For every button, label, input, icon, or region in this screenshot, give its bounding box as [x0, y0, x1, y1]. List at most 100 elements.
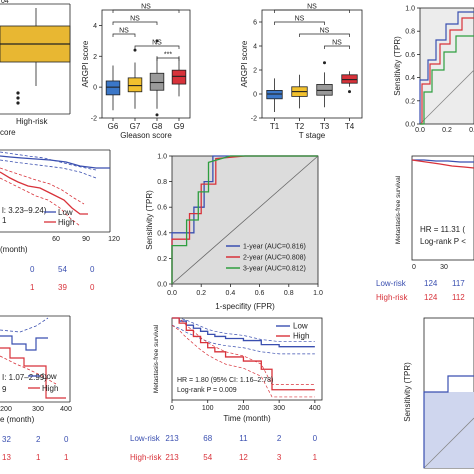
x-tick-label: T1: [270, 122, 280, 131]
risk-high-cell: 1: [30, 283, 35, 292]
km-ci-low-lower: [0, 159, 97, 179]
risk-high-cell: 12: [239, 453, 248, 462]
km-curve-high: [172, 317, 315, 391]
significance-bracket: [112, 33, 136, 37]
significance-label: NS: [130, 16, 140, 23]
y-tick-label: 0.6: [157, 205, 167, 212]
risk-high-cell: 112: [452, 293, 465, 302]
legend-label: 3-year (AUC=0.812): [243, 266, 306, 273]
x-tick-label: 100: [202, 405, 214, 412]
panel-d-roc-partial: Sensitivity (TPR) 0.0 0.2 0.4 0.6 0.8 1.0 0.0 0…: [393, 6, 474, 134]
diagonal-reference: [423, 417, 474, 469]
risk-row-label-low: Low-risk: [376, 279, 407, 288]
title-fragment: 04: [1, 0, 9, 5]
annotation-fragment: 1: [2, 216, 7, 225]
risk-high-cell: 13: [2, 453, 11, 462]
risk-high-cell: 0: [90, 283, 95, 292]
x-tick-label: 400: [309, 405, 321, 412]
km-ci-low-upper: [0, 151, 97, 171]
legend-label: 1-year (AUC=0.816): [243, 244, 306, 251]
significance-label: ***: [164, 52, 172, 59]
km-ci-low: [0, 317, 49, 333]
x-axis-label: T stage: [299, 131, 326, 140]
x-tick-label: 0.0: [167, 290, 177, 297]
box-g6: [105, 80, 121, 96]
auc-area-fill: [424, 392, 474, 468]
y-tick-label: -2: [91, 116, 97, 123]
y-tick-label: 0.2: [157, 256, 167, 263]
plot-frame: [411, 155, 474, 261]
roc-curve-1-year: [171, 155, 318, 284]
box-g8: [149, 72, 165, 91]
risk-low-cell: 0: [90, 265, 95, 274]
km-ci-high-lower: [0, 177, 81, 227]
risk-high-cell: 213: [165, 453, 179, 462]
y-tick-label: 6: [253, 20, 257, 27]
y-tick-label: 2: [93, 54, 97, 61]
panel-a: 04 High-risk core: [0, 0, 71, 137]
significance-bracket: [274, 9, 350, 13]
x-tick-label: 0: [412, 264, 416, 271]
x-tick-label: 0.2: [442, 127, 452, 134]
significance-label: NS: [152, 40, 162, 47]
roc-curve-2-year: [171, 155, 318, 284]
significance-label: NS: [119, 28, 129, 35]
y-axis-label: ARGPI score: [240, 40, 249, 87]
risk-high-cell: 1: [313, 453, 318, 462]
panel-g-km-partial: Metastasis-free survival HR = 11.31 ( Lo…: [376, 155, 474, 302]
y-axis-label: Metastasis-free survival: [395, 175, 402, 244]
plot-frame: [419, 7, 474, 125]
significance-bracket: [156, 57, 180, 61]
risk-low-cell: 2: [277, 434, 282, 443]
roc-curve-red: [420, 17, 474, 125]
x-tick-label: 200: [0, 406, 12, 413]
km-ci-low-lower: [171, 324, 315, 355]
x-axis-label: Time (month): [223, 414, 271, 423]
y-tick-label: 1.0: [157, 154, 167, 161]
y-tick-label: 0.8: [157, 179, 167, 186]
roc-curve: [423, 375, 474, 468]
risk-low-cell: 32: [2, 435, 11, 444]
significance-label: NS: [320, 28, 330, 35]
panel-j-roc-partial: Sensitivity (TPR): [403, 317, 474, 469]
x-tick-label: G7: [130, 122, 141, 131]
diagonal-reference: [171, 155, 319, 285]
x-tick-label: 300: [273, 405, 285, 412]
km-curve-low: [412, 159, 474, 163]
risk-low-cell: 213: [165, 434, 179, 443]
y-tick-label: 4: [253, 44, 257, 51]
roc-curve-green: [420, 35, 474, 125]
risk-low-cell: 0: [313, 434, 318, 443]
risk-low-cell: 117: [452, 279, 465, 288]
panel-f-roc: Sensitivity (TPR) 1-specifity (FPR) 0.0 0…: [145, 154, 323, 312]
panel-e-km-partial: l: 3.23–9.24) 1 Low High 60 90 120 (mont…: [0, 149, 120, 292]
km-ci-high-lower: [171, 324, 315, 398]
annotation-logrank: Log-rank P = 0.009: [177, 387, 237, 394]
x-tick-label: 30: [440, 264, 448, 271]
roc-curve-blue: [419, 11, 474, 124]
y-tick-label: 0.0: [157, 282, 167, 289]
x-tick-label: 0.4: [226, 290, 236, 297]
x-tick-label: 300: [32, 406, 44, 413]
annotation-logrank: Log-rank P <: [420, 237, 466, 246]
x-tick-label: 0.8: [284, 290, 294, 297]
y-tick-label: 0.8: [405, 29, 415, 36]
x-tick-label: 400: [60, 406, 72, 413]
km-curve-high: [0, 347, 66, 399]
y-axis-label: Metastasis-free survival: [153, 324, 160, 393]
x-tick-label: 60: [52, 236, 60, 243]
risk-high-cell: 3: [277, 453, 282, 462]
y-axis-label: Sensitivity (TPR): [145, 190, 154, 250]
x-tick-label: 0.4: [469, 127, 474, 134]
x-tick-label: 0.0: [415, 127, 425, 134]
outlier-point: [133, 48, 137, 52]
annotation-fragment-ci: I: 1.07–2.99): [2, 373, 47, 382]
box-g7: [127, 77, 143, 93]
x-axis-label: Gleason score: [120, 131, 172, 140]
outlier-point: [155, 39, 159, 43]
panel-i-km: Metastasis-free survival Time (month) 0 1…: [130, 317, 323, 462]
x-tick-label: 1.0: [313, 290, 323, 297]
x-tick-label: G8: [152, 122, 163, 131]
outlier-point: [348, 90, 351, 94]
box-g9: [171, 69, 187, 85]
